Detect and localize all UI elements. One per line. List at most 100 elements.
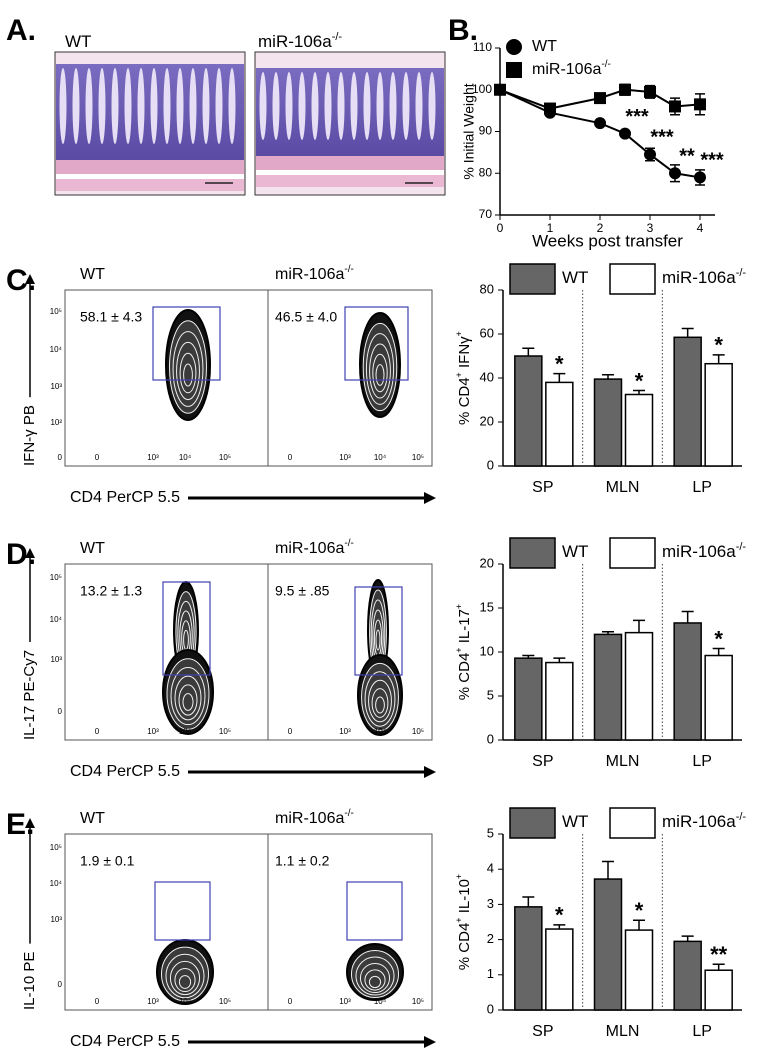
x-tick-label: 10⁵ bbox=[219, 453, 231, 462]
point bbox=[544, 102, 556, 115]
crypt bbox=[311, 72, 319, 140]
superscript: -/- bbox=[736, 811, 747, 823]
x-axis-label: CD4 PerCP 5.5 bbox=[70, 763, 180, 780]
x-tick-label: 10⁴ bbox=[179, 727, 192, 736]
y-axis-label: IL-17 PE-Cy7 bbox=[21, 650, 38, 740]
y-tick-label: 100 bbox=[472, 82, 492, 96]
x-tick-label: 10³ bbox=[147, 453, 159, 462]
crypt bbox=[272, 72, 280, 140]
contour bbox=[182, 693, 194, 711]
error-bar bbox=[712, 354, 725, 364]
muscularis bbox=[56, 179, 244, 191]
crypt bbox=[176, 68, 184, 144]
y-tick-label: 10² bbox=[50, 418, 62, 427]
gap bbox=[56, 174, 244, 179]
crypt bbox=[85, 68, 93, 144]
legend-marker bbox=[506, 39, 522, 55]
y-tick-label: 4 bbox=[487, 861, 494, 876]
y-tick-label: 110 bbox=[473, 40, 492, 54]
contour bbox=[368, 975, 382, 989]
point bbox=[644, 85, 656, 98]
bar bbox=[514, 355, 543, 467]
plot-title: WT bbox=[80, 810, 105, 827]
crypt bbox=[137, 68, 145, 144]
superscript: -/- bbox=[736, 267, 747, 279]
x-tick-label: 0 bbox=[288, 453, 293, 462]
y-tick-label: 3 bbox=[487, 896, 494, 911]
x-arrowhead bbox=[424, 1036, 436, 1048]
y-tick-label: 0 bbox=[58, 707, 63, 716]
point bbox=[644, 148, 656, 161]
y-tick-label: 20 bbox=[480, 413, 494, 428]
crypt bbox=[163, 68, 171, 144]
bar bbox=[624, 929, 654, 1011]
text-part: miR-106a bbox=[662, 268, 736, 287]
contour bbox=[183, 629, 189, 651]
submucosa bbox=[56, 160, 244, 174]
x-tick-label: 10³ bbox=[339, 727, 351, 736]
crypt bbox=[363, 72, 371, 140]
x-tick-label: 10⁵ bbox=[412, 727, 424, 736]
significance: *** bbox=[700, 150, 724, 172]
y-tick-label: 80 bbox=[479, 165, 493, 179]
significance: * bbox=[635, 368, 644, 393]
superscript: -/- bbox=[601, 59, 610, 70]
bar bbox=[704, 654, 733, 741]
y-tick-label: 20 bbox=[480, 555, 494, 570]
point bbox=[494, 83, 506, 96]
crypt bbox=[428, 72, 436, 140]
text-part: % CD4 bbox=[456, 377, 473, 425]
significance: *** bbox=[650, 127, 674, 149]
plot-title: miR-106a-/- bbox=[275, 264, 354, 283]
error-bar bbox=[712, 963, 725, 971]
y-tick-label: 10⁴ bbox=[50, 345, 63, 354]
point bbox=[669, 100, 681, 113]
crypt bbox=[337, 72, 345, 140]
y-tick-label: 70 bbox=[479, 207, 493, 221]
y-tick-label: 10⁵ bbox=[50, 307, 62, 316]
crypt bbox=[202, 68, 210, 144]
x-tick-label: 10⁴ bbox=[374, 727, 387, 736]
text-part: WT bbox=[532, 38, 557, 55]
superscript: + bbox=[454, 874, 464, 879]
y-tick-label: 90 bbox=[479, 124, 493, 138]
crypt bbox=[298, 72, 306, 140]
significance: * bbox=[555, 351, 564, 376]
bar bbox=[545, 928, 574, 1011]
text-part: miR-106a bbox=[662, 812, 736, 831]
error-bar bbox=[681, 935, 694, 942]
text-part: miR-106a bbox=[258, 32, 332, 51]
crypt bbox=[215, 68, 223, 144]
bar bbox=[673, 336, 702, 467]
text-part: WT bbox=[80, 266, 105, 283]
x-tick-label: MLN bbox=[606, 753, 640, 770]
crypt bbox=[285, 72, 293, 140]
legend-swatch bbox=[609, 263, 656, 295]
x-tick-label: 10⁵ bbox=[219, 997, 231, 1006]
image-title: miR-106a-/- bbox=[258, 31, 342, 52]
contour bbox=[375, 696, 385, 714]
error-bar bbox=[522, 347, 535, 356]
x-tick-label: 10⁴ bbox=[374, 453, 387, 462]
y-tick-label: 10⁴ bbox=[50, 615, 63, 624]
error-bar bbox=[681, 610, 694, 623]
y-tick-label: 2 bbox=[487, 931, 494, 946]
y-tick-label: 10⁴ bbox=[50, 879, 63, 888]
error-bar bbox=[602, 373, 614, 380]
point bbox=[694, 171, 706, 184]
x-arrowhead bbox=[424, 492, 436, 504]
significance: * bbox=[555, 903, 564, 928]
gate-stat: 1.1 ± 0.2 bbox=[275, 853, 330, 869]
gate-stat: 9.5 ± .85 bbox=[275, 583, 330, 599]
superscript: + bbox=[454, 647, 464, 652]
text-part: WT bbox=[65, 32, 91, 51]
crypt bbox=[111, 68, 119, 144]
bar bbox=[514, 657, 543, 741]
histology-image bbox=[254, 51, 446, 196]
crypt bbox=[402, 72, 410, 140]
text-part: IL-10 bbox=[456, 879, 473, 917]
x-tick-label: SP bbox=[532, 479, 553, 496]
plot-frame bbox=[267, 563, 433, 741]
superscript: -/- bbox=[332, 31, 343, 43]
